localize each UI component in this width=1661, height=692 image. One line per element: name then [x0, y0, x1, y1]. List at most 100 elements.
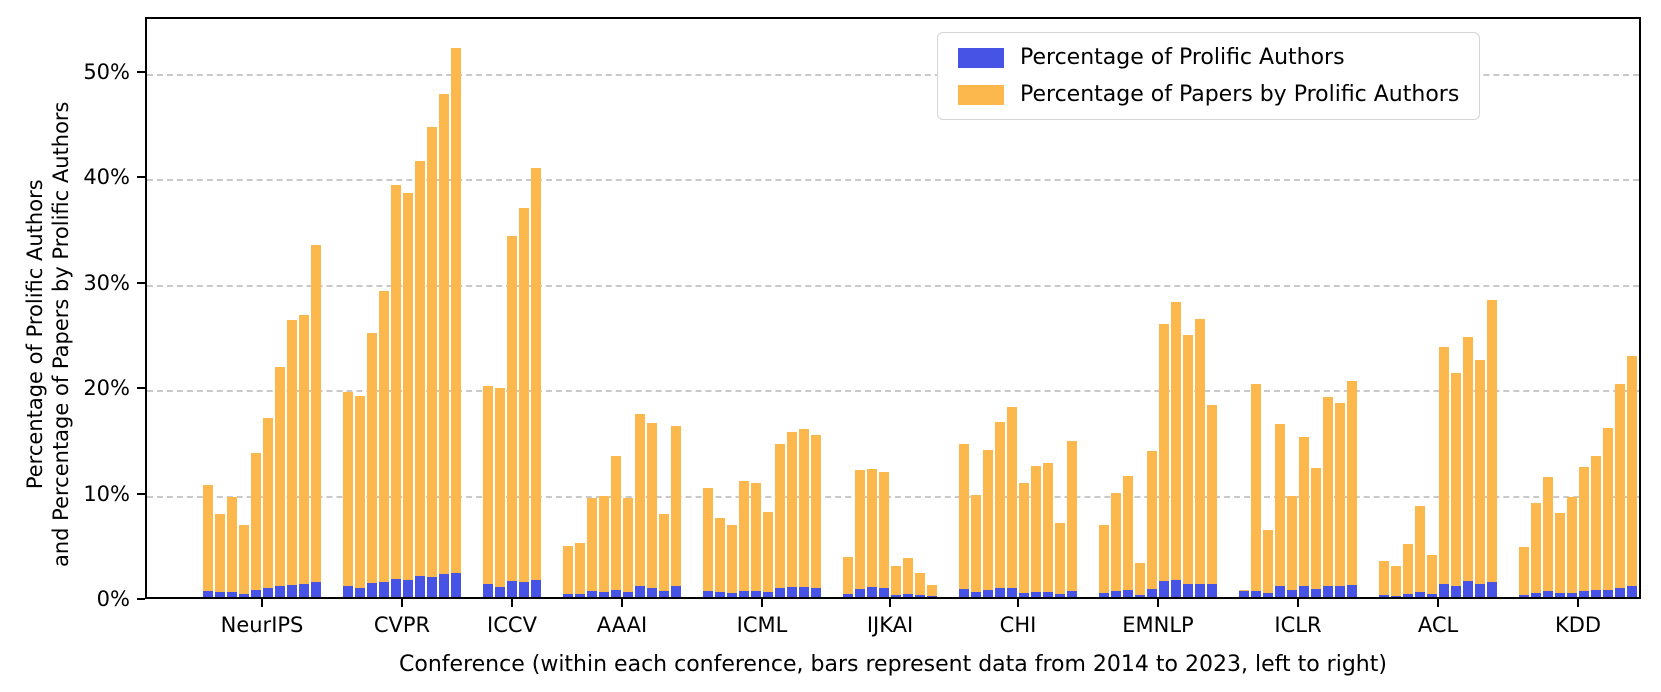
bar-prolific-KDD-1 — [1531, 593, 1541, 597]
legend-item-prolific: Percentage of Prolific Authors — [958, 45, 1459, 70]
legend-swatch-papers — [958, 84, 1004, 105]
bar-prolific-ICML-7 — [787, 586, 797, 597]
xtick-label-EMNLP: EMNLP — [1122, 613, 1194, 637]
bar-ICML-4 — [751, 483, 761, 597]
bar-EMNLP-3 — [1135, 563, 1145, 597]
bar-prolific-AAAI-4 — [611, 589, 621, 597]
y-axis-label-line1: Percentage of Prolific Authors — [22, 179, 47, 490]
bar-CVPR-4 — [391, 184, 401, 597]
bar-AAAI-2 — [587, 497, 597, 597]
ytick-mark-30 — [137, 281, 145, 284]
bar-EMNLP-9 — [1207, 405, 1217, 597]
bar-prolific-AAAI-9 — [671, 586, 681, 597]
bar-ACL-6 — [1451, 373, 1461, 597]
bar-IJKAI-5 — [903, 557, 913, 597]
xtick-label-ACL: ACL — [1417, 613, 1459, 637]
legend-label-papers: Percentage of Papers by Prolific Authors — [1020, 82, 1460, 107]
bar-ACL-7 — [1463, 336, 1473, 597]
bar-prolific-ICCV-1 — [495, 586, 505, 597]
bar-prolific-KDD-9 — [1627, 585, 1637, 597]
bar-prolific-IJKAI-1 — [855, 588, 865, 597]
bar-ICML-8 — [799, 429, 809, 597]
bar-prolific-CHI-4 — [1007, 588, 1017, 597]
xtick-mark-KDD — [1577, 599, 1579, 607]
xtick-label-IJKAI: IJKAI — [866, 613, 914, 637]
gridline-50 — [147, 73, 1639, 76]
bar-prolific-EMNLP-7 — [1183, 584, 1193, 597]
bar-ICML-7 — [787, 432, 797, 597]
bar-IJKAI-4 — [891, 566, 901, 597]
bar-prolific-CHI-1 — [971, 591, 981, 597]
bar-ICLR-7 — [1323, 396, 1333, 597]
legend: Percentage of Prolific Authors Percentag… — [937, 32, 1481, 120]
ytick-mark-50 — [137, 70, 145, 73]
bar-prolific-EMNLP-3 — [1135, 595, 1145, 597]
bar-prolific-ICML-1 — [715, 592, 725, 597]
bar-KDD-1 — [1531, 503, 1541, 597]
bar-CHI-3 — [995, 421, 1005, 597]
bar-prolific-KDD-8 — [1615, 587, 1625, 597]
bar-group-CVPR: CVPR — [343, 19, 461, 637]
bar-prolific-ICML-4 — [751, 590, 761, 597]
bar-prolific-KDD-3 — [1555, 592, 1565, 597]
bar-prolific-EMNLP-2 — [1123, 590, 1133, 597]
bar-prolific-IJKAI-2 — [867, 586, 877, 597]
bar-prolific-IJKAI-5 — [903, 593, 913, 597]
bar-ACL-3 — [1415, 506, 1425, 597]
bar-group-ICML: ICML — [703, 19, 821, 637]
bar-AAAI-4 — [611, 455, 621, 597]
bar-prolific-AAAI-6 — [635, 586, 645, 597]
bar-ACL-8 — [1475, 359, 1485, 597]
bar-prolific-CHI-9 — [1067, 590, 1077, 597]
bar-prolific-AAAI-3 — [599, 591, 609, 597]
bar-ICCV-2 — [507, 236, 517, 597]
bar-prolific-ICCV-2 — [507, 580, 517, 597]
bar-ACL-2 — [1403, 544, 1413, 597]
bar-NeurIPS-2 — [227, 496, 237, 597]
bar-prolific-KDD-5 — [1579, 590, 1589, 597]
bar-prolific-ICLR-3 — [1275, 586, 1285, 597]
bar-prolific-ICLR-4 — [1287, 589, 1297, 597]
xtick-label-AAAI: AAAI — [596, 613, 648, 637]
bar-prolific-NeurIPS-1 — [215, 592, 225, 597]
bar-NeurIPS-7 — [287, 319, 297, 597]
bar-prolific-CVPR-9 — [451, 573, 461, 597]
bar-prolific-EMNLP-0 — [1099, 593, 1109, 597]
bar-IJKAI-1 — [855, 470, 865, 597]
bar-ICCV-0 — [483, 386, 493, 597]
bar-EMNLP-5 — [1159, 323, 1169, 597]
bar-CVPR-6 — [415, 161, 425, 597]
bar-group-CHI: CHI — [959, 19, 1077, 637]
bar-NeurIPS-6 — [275, 367, 285, 597]
ytick-mark-20 — [137, 387, 145, 390]
bar-CVPR-7 — [427, 126, 437, 597]
ytick-label-10%: 10% — [83, 481, 130, 506]
bar-IJKAI-3 — [879, 471, 889, 597]
bar-prolific-NeurIPS-9 — [311, 582, 321, 597]
bar-prolific-CHI-7 — [1043, 591, 1053, 597]
bar-prolific-IJKAI-7 — [927, 595, 937, 597]
xtick-mark-ICCV — [511, 599, 513, 607]
bar-AAAI-9 — [671, 426, 681, 597]
bar-prolific-AAAI-8 — [659, 591, 669, 597]
bar-AAAI-8 — [659, 513, 669, 597]
bar-prolific-ACL-5 — [1439, 583, 1449, 597]
xtick-label-NeurIPS: NeurIPS — [220, 613, 304, 637]
bar-EMNLP-2 — [1123, 475, 1133, 597]
gridline-40 — [147, 179, 1639, 182]
bar-prolific-ACL-6 — [1451, 585, 1461, 597]
bar-ACL-1 — [1391, 566, 1401, 597]
bar-prolific-IJKAI-0 — [843, 594, 853, 597]
x-axis-label: Conference (within each conference, bars… — [399, 652, 1387, 677]
bar-ICML-5 — [763, 511, 773, 597]
bar-prolific-ICLR-8 — [1335, 585, 1345, 597]
gridline-10 — [147, 495, 1639, 498]
bar-CHI-9 — [1067, 440, 1077, 597]
bar-prolific-CVPR-0 — [343, 585, 353, 597]
bar-prolific-CVPR-6 — [415, 575, 425, 597]
bar-prolific-ICCV-4 — [531, 579, 541, 597]
xtick-mark-AAAI — [621, 599, 623, 607]
bar-prolific-NeurIPS-3 — [239, 593, 249, 597]
bar-prolific-CHI-0 — [959, 588, 969, 597]
bar-group-NeurIPS: NeurIPS — [203, 19, 321, 637]
